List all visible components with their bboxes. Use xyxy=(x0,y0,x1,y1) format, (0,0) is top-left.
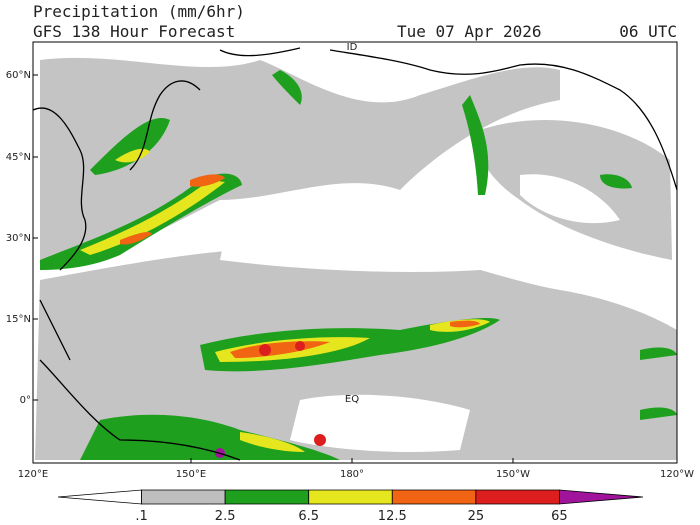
colorbar-label: 6.5 xyxy=(298,509,319,524)
colorbar-label: 2.5 xyxy=(215,509,236,524)
colorbar: .1 2.5 6.5 12.5 25 65 xyxy=(57,489,644,524)
longitude-label: 120°E xyxy=(18,469,48,480)
latitude-label: 15°N xyxy=(6,314,31,325)
date: Tue 07 Apr 2026 xyxy=(397,22,542,41)
dry-areas xyxy=(220,174,620,452)
intense-precip xyxy=(120,174,480,358)
colorbar-swatch xyxy=(475,489,560,505)
colorbar-swatch xyxy=(57,489,142,505)
extreme-precip xyxy=(259,341,326,446)
colorbar-label: .1 xyxy=(135,509,147,524)
coastlines xyxy=(32,47,678,461)
longitude-label: 150°W xyxy=(496,469,530,480)
longitude-label: 180° xyxy=(340,469,364,480)
colorbar-label: 25 xyxy=(468,509,485,524)
colorbar-swatch xyxy=(391,489,477,505)
map-label: ID xyxy=(347,42,358,53)
longitude-label: 150°E xyxy=(176,469,206,480)
colorbar-label: 12.5 xyxy=(378,509,407,524)
colorbar-swatch xyxy=(559,489,644,505)
colorbar-swatch xyxy=(308,489,393,505)
map-frame xyxy=(32,41,678,464)
map-area xyxy=(32,41,678,464)
colorbar-swatch xyxy=(141,489,226,505)
latitude-label: 60°N xyxy=(6,70,31,81)
colorbar-label: 65 xyxy=(551,509,568,524)
colorbar-swatch xyxy=(224,489,310,505)
longitude-label: 120°W xyxy=(660,469,694,480)
latitude-label: 0° xyxy=(20,395,31,406)
latitude-label: 45°N xyxy=(6,152,31,163)
title: Precipitation (mm/6hr) xyxy=(33,2,245,21)
axis-labels: 60°N 45°N 30°N 15°N 0° 120°E 150°E 180° 150°W 120… xyxy=(6,70,694,480)
latitude-label: 30°N xyxy=(6,233,31,244)
subtitle: GFS 138 Hour Forecast xyxy=(33,22,235,41)
map-label: EQ xyxy=(345,394,359,405)
time: 06 UTC xyxy=(619,22,677,41)
